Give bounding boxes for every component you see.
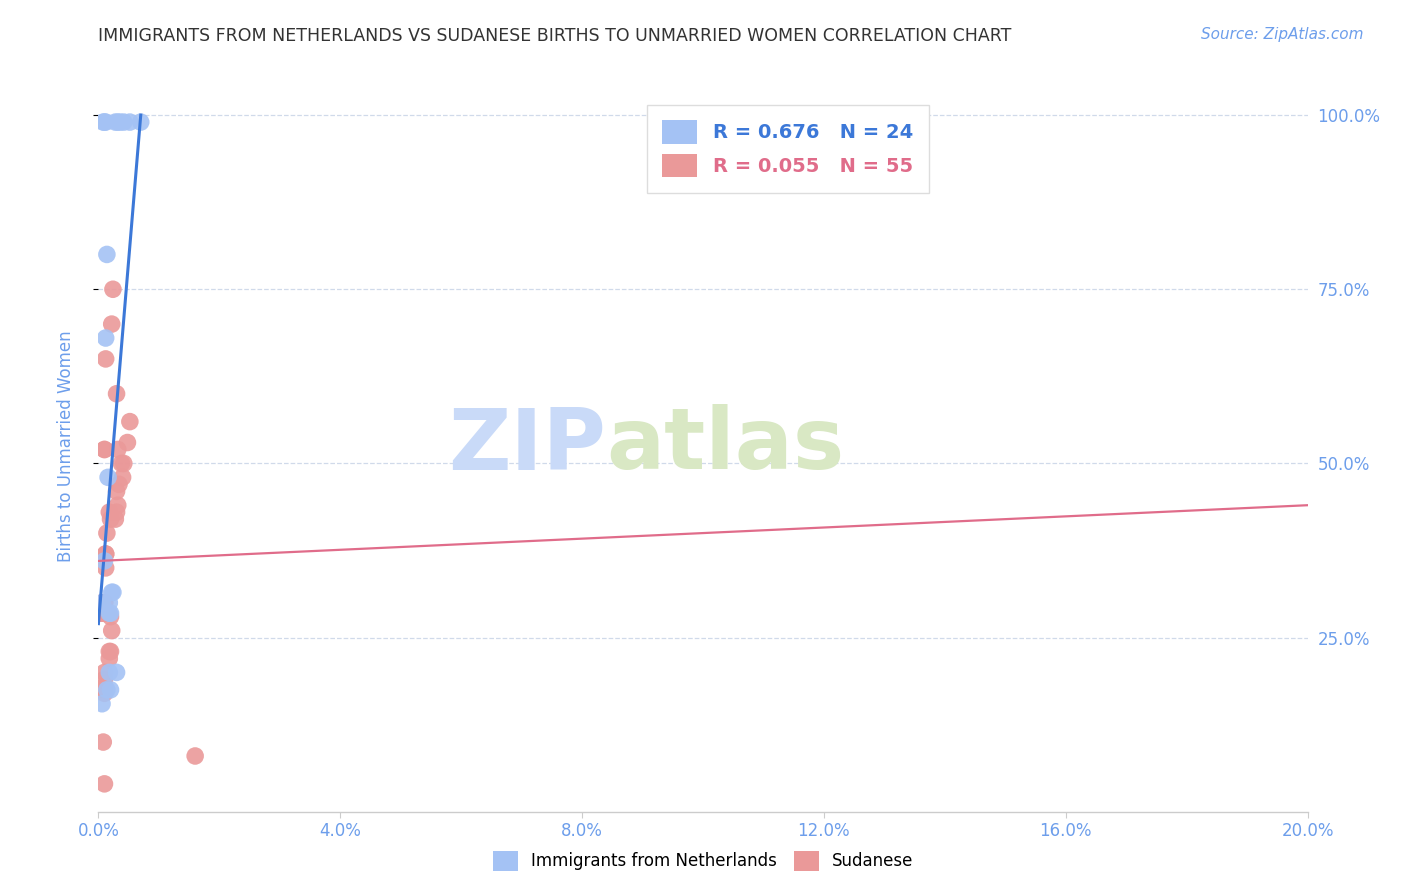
Point bbox=[107, 442, 129, 457]
Point bbox=[108, 477, 131, 491]
Point bbox=[90, 606, 112, 620]
Point bbox=[93, 682, 115, 697]
Point bbox=[129, 115, 152, 129]
Text: IMMIGRANTS FROM NETHERLANDS VS SUDANESE BIRTHS TO UNMARRIED WOMEN CORRELATION CH: IMMIGRANTS FROM NETHERLANDS VS SUDANESE … bbox=[98, 27, 1012, 45]
Point bbox=[105, 505, 128, 519]
Point bbox=[96, 247, 118, 261]
Point bbox=[100, 606, 122, 620]
Point bbox=[104, 115, 127, 129]
Point bbox=[91, 596, 114, 610]
Point bbox=[100, 682, 122, 697]
Text: atlas: atlas bbox=[606, 404, 845, 488]
Point bbox=[91, 596, 114, 610]
Point bbox=[118, 415, 141, 429]
Point bbox=[91, 606, 114, 620]
Point bbox=[94, 547, 117, 561]
Point bbox=[110, 457, 132, 471]
Point bbox=[93, 115, 115, 129]
Legend: Immigrants from Netherlands, Sudanese: Immigrants from Netherlands, Sudanese bbox=[485, 842, 921, 880]
Point bbox=[94, 351, 117, 366]
Point bbox=[105, 386, 128, 401]
Point bbox=[94, 561, 117, 575]
Point bbox=[107, 115, 129, 129]
Point bbox=[91, 115, 114, 129]
Point bbox=[91, 606, 114, 620]
Point bbox=[93, 442, 115, 457]
Point bbox=[184, 749, 207, 764]
Point bbox=[98, 665, 121, 680]
Point bbox=[94, 606, 117, 620]
Point bbox=[112, 115, 135, 129]
Point bbox=[100, 512, 122, 526]
Point bbox=[105, 484, 128, 499]
Point bbox=[93, 673, 115, 687]
Point bbox=[93, 665, 115, 680]
Text: ZIP: ZIP bbox=[449, 404, 606, 488]
Point bbox=[98, 651, 121, 665]
Point bbox=[118, 115, 141, 129]
Point bbox=[100, 585, 122, 599]
Legend: R = 0.676   N = 24, R = 0.055   N = 55: R = 0.676 N = 24, R = 0.055 N = 55 bbox=[647, 104, 928, 193]
Point bbox=[100, 624, 122, 638]
Point bbox=[98, 505, 121, 519]
Point bbox=[93, 606, 115, 620]
Point bbox=[97, 470, 120, 484]
Point bbox=[93, 606, 115, 620]
Point bbox=[93, 679, 115, 693]
Point bbox=[100, 609, 122, 624]
Point bbox=[111, 470, 134, 484]
Point bbox=[93, 596, 115, 610]
Point bbox=[101, 585, 124, 599]
Point bbox=[93, 606, 115, 620]
Point bbox=[96, 606, 118, 620]
Point bbox=[98, 644, 121, 658]
Point bbox=[112, 457, 135, 471]
Point bbox=[104, 512, 127, 526]
Point bbox=[105, 665, 128, 680]
Point bbox=[93, 442, 115, 457]
Point bbox=[91, 682, 114, 697]
Y-axis label: Births to Unmarried Women: Births to Unmarried Women bbox=[56, 330, 75, 562]
Point bbox=[101, 282, 124, 296]
Point bbox=[93, 686, 115, 700]
Point bbox=[93, 777, 115, 791]
Point bbox=[91, 596, 114, 610]
Point bbox=[100, 317, 122, 331]
Point bbox=[107, 498, 129, 512]
Point bbox=[91, 606, 114, 620]
Point bbox=[91, 697, 114, 711]
Point bbox=[108, 115, 131, 129]
Point bbox=[94, 115, 117, 129]
Point bbox=[94, 547, 117, 561]
Point bbox=[91, 735, 114, 749]
Text: Source: ZipAtlas.com: Source: ZipAtlas.com bbox=[1201, 27, 1364, 42]
Point bbox=[93, 596, 115, 610]
Point bbox=[100, 644, 122, 658]
Point bbox=[96, 606, 118, 620]
Point bbox=[93, 596, 115, 610]
Point bbox=[93, 606, 115, 620]
Point bbox=[98, 596, 121, 610]
Point bbox=[117, 435, 139, 450]
Point bbox=[96, 526, 118, 541]
Point bbox=[91, 606, 114, 620]
Point bbox=[93, 554, 115, 568]
Point bbox=[96, 682, 118, 697]
Point bbox=[93, 596, 115, 610]
Point bbox=[98, 606, 121, 620]
Point bbox=[94, 331, 117, 345]
